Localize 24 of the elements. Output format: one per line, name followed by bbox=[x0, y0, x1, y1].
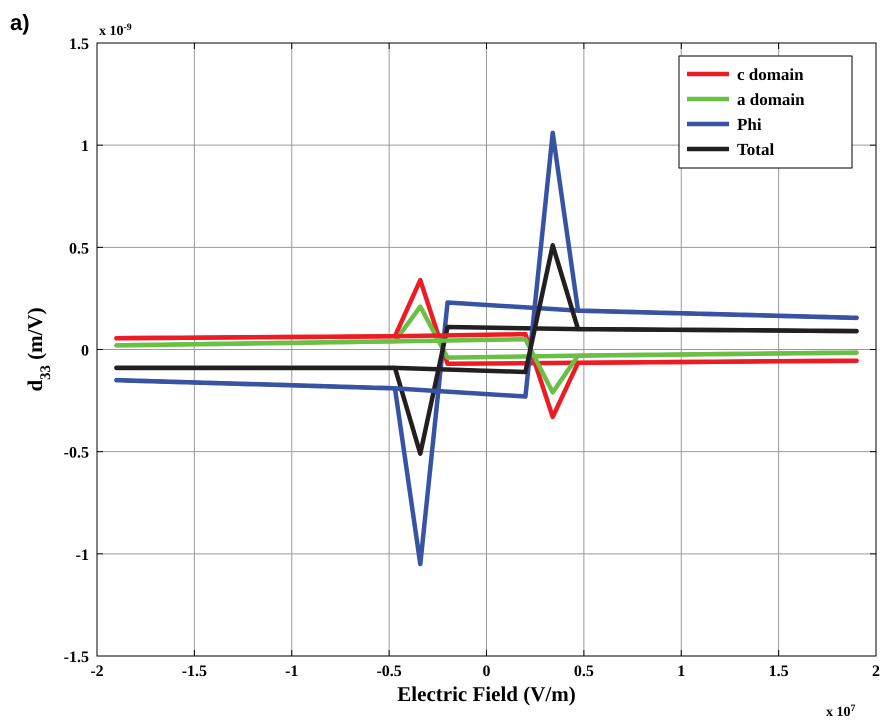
x-tick-label: -1 bbox=[285, 663, 298, 680]
legend-label: a domain bbox=[737, 90, 806, 109]
legend-label: Total bbox=[737, 140, 774, 159]
legend-label: Phi bbox=[737, 115, 762, 134]
x-tick-label: -2 bbox=[90, 663, 104, 680]
x-tick-label: 1 bbox=[677, 663, 686, 680]
x-tick-label: 1.5 bbox=[768, 663, 789, 680]
x-axis-title: Electric Field (V/m) bbox=[397, 682, 576, 706]
y-tick-label: -1.5 bbox=[64, 649, 89, 666]
y-tick-label: -1 bbox=[76, 546, 89, 564]
text: x 10$^{-9}$ bbox=[99, 22, 132, 39]
x-tick-label: -0.5 bbox=[376, 663, 402, 680]
x-tick-label: -1.5 bbox=[182, 663, 208, 680]
y-tick-label: 0 bbox=[81, 342, 89, 360]
y-tick-label: 1 bbox=[81, 138, 89, 156]
text: x 10$^{7}$ bbox=[826, 702, 856, 720]
y-tick-label: 0.5 bbox=[69, 240, 89, 258]
y-tick-label: 1.5 bbox=[69, 36, 89, 53]
y-tick-label: -0.5 bbox=[64, 444, 89, 462]
x-tick-label: 0.5 bbox=[574, 663, 594, 680]
legend-label: c domain bbox=[737, 65, 804, 84]
text: a) bbox=[10, 10, 30, 35]
x-tick-label: 2 bbox=[872, 663, 880, 680]
x-tick-label: 0 bbox=[482, 663, 490, 680]
